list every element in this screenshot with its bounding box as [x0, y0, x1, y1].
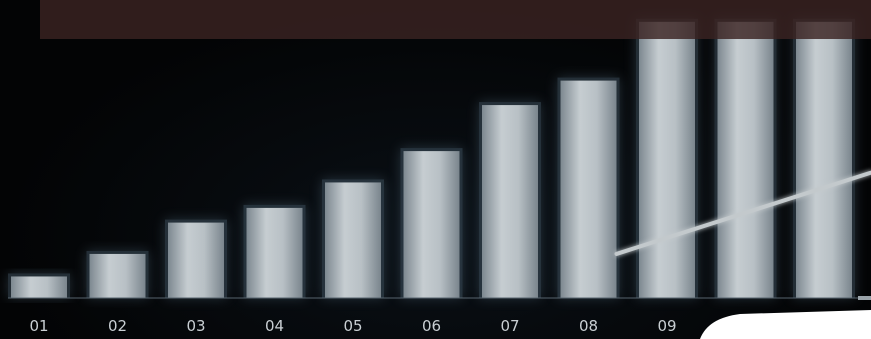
x-tick-label-04: 04: [265, 317, 284, 335]
bar-03: [168, 222, 224, 298]
bar-02: [89, 253, 146, 298]
bar-07: [482, 105, 538, 298]
top-overlay-band: [40, 0, 871, 39]
bar-06: [403, 151, 460, 298]
x-tick-label-02: 02: [108, 317, 127, 335]
axis-arrow-tip: [858, 296, 871, 300]
bar-04: [246, 207, 303, 298]
bar-05: [325, 182, 381, 298]
x-tick-label-09: 09: [657, 317, 676, 335]
bars-layer: [8, 18, 855, 299]
bar-unlabeled-10: [717, 21, 774, 299]
x-tick-label-07: 07: [500, 317, 519, 335]
x-tick-label-01: 01: [29, 317, 48, 335]
bar-09: [639, 21, 695, 299]
x-tick-label-06: 06: [422, 317, 441, 335]
x-tick-labels: 01 02 03 04 05 06 07 08 09: [29, 317, 676, 335]
x-tick-label-05: 05: [343, 317, 362, 335]
corner-white-shape: [700, 310, 871, 339]
x-tick-label-03: 03: [186, 317, 205, 335]
trend-line: [614, 170, 871, 256]
bar-01: [11, 276, 67, 298]
bar-unlabeled-11: [796, 21, 852, 299]
x-tick-label-08: 08: [579, 317, 598, 335]
bar-08: [560, 80, 617, 298]
